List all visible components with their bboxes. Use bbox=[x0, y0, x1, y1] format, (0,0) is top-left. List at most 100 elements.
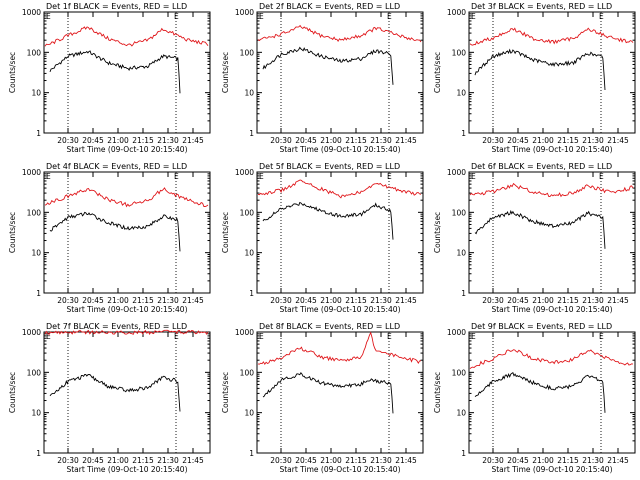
plot-frame bbox=[43, 331, 211, 454]
x-tick-label: 21:15 bbox=[557, 456, 579, 465]
series-line-lld bbox=[257, 179, 422, 199]
x-tick-label: 21:00 bbox=[107, 296, 129, 305]
y-tick-label: 1000 bbox=[235, 8, 254, 17]
x-tick-label: 21:00 bbox=[532, 296, 554, 305]
x-tick-label: 21:30 bbox=[582, 296, 604, 305]
y-tick-label: 1 bbox=[249, 129, 254, 138]
x-tick-label: 21:15 bbox=[132, 136, 154, 145]
x-tick-label: 21:30 bbox=[582, 136, 604, 145]
x-tick-label: 21:45 bbox=[395, 136, 417, 145]
y-tick-label: 10 bbox=[244, 89, 254, 98]
x-tick-label: 20:30 bbox=[270, 456, 292, 465]
x-axis-label: Start Time (09-Oct-10 20:15:40) bbox=[279, 145, 400, 154]
series-line-lld bbox=[257, 331, 422, 366]
x-tick-label: 20:30 bbox=[482, 456, 504, 465]
x-tick-label: 20:30 bbox=[57, 456, 79, 465]
y-tick-label: 1000 bbox=[22, 168, 41, 177]
x-tick-label: 21:45 bbox=[182, 136, 204, 145]
x-tick-label: 21:15 bbox=[557, 296, 579, 305]
x-tick-label: 20:45 bbox=[295, 296, 317, 305]
plot-frame bbox=[256, 331, 424, 454]
y-tick-label: 1 bbox=[36, 129, 41, 138]
series-line-events bbox=[474, 372, 606, 413]
y-tick-label: 1 bbox=[461, 449, 466, 458]
corner-mark: E bbox=[259, 12, 264, 21]
y-tick-label: 1 bbox=[461, 129, 466, 138]
x-tick-label: 21:45 bbox=[607, 456, 629, 465]
y-tick-label: 100 bbox=[452, 48, 467, 57]
chart-title: Det 9f BLACK = Events, RED = LLD bbox=[471, 322, 612, 331]
chart-panel-8: Det 8f BLACK = Events, RED = LLD 1 10 100 10… bbox=[221, 322, 424, 474]
x-tick-label: 21:45 bbox=[607, 296, 629, 305]
x-tick-label: 21:15 bbox=[132, 296, 154, 305]
corner-mark: E bbox=[174, 332, 179, 341]
chart-panel-3: Det 3f BLACK = Events, RED = LLD 1 10 100 10… bbox=[433, 2, 636, 154]
y-tick-label: 10 bbox=[456, 409, 466, 418]
corner-mark: E bbox=[46, 172, 51, 181]
plot-frame bbox=[256, 11, 424, 134]
x-tick-label: 21:00 bbox=[532, 136, 554, 145]
x-tick-label: 20:30 bbox=[57, 296, 79, 305]
x-tick-label: 20:30 bbox=[482, 296, 504, 305]
x-tick-label: 21:30 bbox=[582, 456, 604, 465]
chart-panel-6: Det 6f BLACK = Events, RED = LLD 1 10 100 10… bbox=[433, 162, 636, 314]
chart-panel-9: Det 9f BLACK = Events, RED = LLD 1 10 100 10… bbox=[433, 322, 636, 474]
y-axis-label: Counts/sec bbox=[433, 52, 442, 93]
x-tick-label: 21:30 bbox=[157, 456, 179, 465]
y-axis-label: Counts/sec bbox=[221, 372, 230, 413]
x-tick-label: 20:45 bbox=[82, 456, 104, 465]
series-line-events bbox=[49, 374, 181, 412]
y-tick-label: 10 bbox=[31, 249, 41, 258]
x-tick-label: 21:45 bbox=[395, 296, 417, 305]
series-line-events bbox=[474, 48, 606, 91]
x-tick-label: 21:45 bbox=[182, 456, 204, 465]
corner-mark: E bbox=[599, 172, 604, 181]
x-tick-label: 21:15 bbox=[345, 296, 367, 305]
x-tick-label: 20:45 bbox=[507, 136, 529, 145]
y-tick-label: 1000 bbox=[22, 8, 41, 17]
y-axis-label: Counts/sec bbox=[433, 372, 442, 413]
plot-frame bbox=[256, 171, 424, 294]
x-tick-label: 20:45 bbox=[507, 296, 529, 305]
series-line-lld bbox=[257, 24, 422, 43]
x-tick-label: 20:30 bbox=[57, 136, 79, 145]
y-tick-label: 10 bbox=[31, 89, 41, 98]
y-axis-label: Counts/sec bbox=[221, 212, 230, 253]
x-axis-label: Start Time (09-Oct-10 20:15:40) bbox=[279, 465, 400, 474]
x-tick-label: 21:00 bbox=[320, 456, 342, 465]
x-tick-label: 21:30 bbox=[370, 296, 392, 305]
y-axis-label: Counts/sec bbox=[8, 212, 17, 253]
chart-title: Det 5f BLACK = Events, RED = LLD bbox=[259, 162, 400, 171]
series-line-events bbox=[49, 50, 181, 94]
x-tick-label: 21:45 bbox=[395, 456, 417, 465]
chart-panel-5: Det 5f BLACK = Events, RED = LLD 1 10 100 10… bbox=[221, 162, 424, 314]
series-line-lld bbox=[44, 26, 209, 47]
corner-mark: E bbox=[387, 332, 392, 341]
y-tick-label: 10 bbox=[244, 409, 254, 418]
corner-mark: E bbox=[259, 332, 264, 341]
y-axis-label: Counts/sec bbox=[8, 372, 17, 413]
series-line-lld bbox=[44, 329, 209, 336]
corner-mark: E bbox=[471, 172, 476, 181]
x-tick-label: 20:45 bbox=[507, 456, 529, 465]
x-axis-label: Start Time (09-Oct-10 20:15:40) bbox=[491, 465, 612, 474]
x-tick-label: 20:45 bbox=[295, 136, 317, 145]
x-tick-label: 21:30 bbox=[370, 456, 392, 465]
plot-frame bbox=[468, 11, 636, 134]
corner-mark: E bbox=[471, 12, 476, 21]
x-tick-label: 20:30 bbox=[270, 296, 292, 305]
series-line-lld bbox=[469, 27, 634, 46]
plot-frame bbox=[468, 171, 636, 294]
corner-mark: E bbox=[259, 172, 264, 181]
y-tick-label: 1 bbox=[249, 289, 254, 298]
corner-mark: E bbox=[599, 332, 604, 341]
x-tick-label: 21:15 bbox=[345, 136, 367, 145]
x-tick-label: 21:15 bbox=[557, 136, 579, 145]
corner-mark: E bbox=[46, 332, 51, 341]
x-tick-label: 21:00 bbox=[107, 456, 129, 465]
x-tick-label: 20:30 bbox=[482, 136, 504, 145]
series-line-events bbox=[49, 211, 181, 252]
y-tick-label: 100 bbox=[240, 48, 255, 57]
